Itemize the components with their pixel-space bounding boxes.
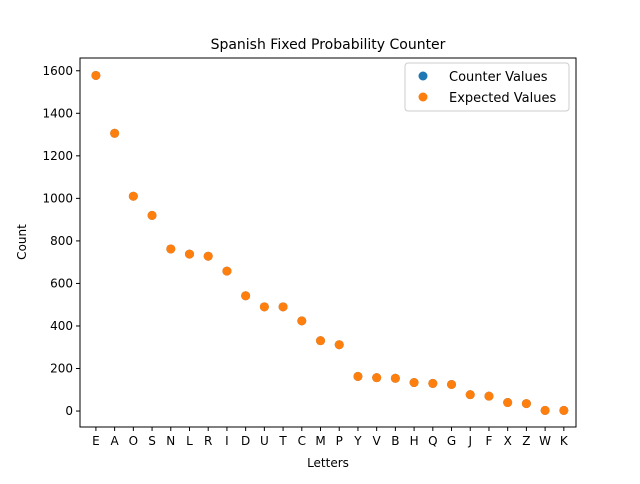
data-point [128, 191, 138, 201]
x-tick-label: X [504, 434, 512, 448]
x-tick-label: U [260, 434, 269, 448]
y-tick-label: 400 [50, 319, 73, 333]
plot-area-frame [79, 57, 577, 428]
x-tick-label: E [92, 434, 100, 448]
x-tick-label: I [225, 434, 229, 448]
x-tick-label: V [373, 434, 382, 448]
x-tick-label: W [539, 434, 551, 448]
x-tick-label: O [129, 434, 138, 448]
data-point [390, 373, 400, 383]
legend-box [404, 62, 570, 112]
data-point [147, 210, 157, 220]
data-point [503, 398, 513, 408]
legend: Counter Values Expected Values [404, 62, 570, 112]
data-point [316, 336, 326, 346]
y-tick-label: 1600 [42, 64, 73, 78]
data-point [334, 340, 344, 350]
data-point [203, 251, 213, 261]
y-tick-label: 800 [50, 234, 73, 248]
x-tick-label: R [204, 434, 212, 448]
x-tick-label: F [486, 434, 493, 448]
data-point [259, 302, 269, 312]
series-2-points [91, 70, 569, 415]
y-tick-label: 0 [65, 404, 73, 418]
x-tick-label: Q [428, 434, 437, 448]
data-point [540, 405, 550, 415]
data-point [241, 291, 251, 301]
x-tick-label: C [298, 434, 306, 448]
legend-label-counter-values: Counter Values [449, 70, 548, 85]
y-tick-label: 1400 [42, 106, 73, 120]
x-tick-label: M [315, 434, 325, 448]
x-tick-label: D [241, 434, 250, 448]
data-point [559, 405, 569, 415]
x-tick-label: A [111, 434, 120, 448]
legend-marker-expected-values [418, 92, 428, 102]
x-tick-label: Z [522, 434, 530, 448]
x-tick-label: J [467, 434, 472, 448]
x-tick-label: H [410, 434, 419, 448]
y-tick-label: 1200 [42, 149, 73, 163]
x-tick-label: G [447, 434, 456, 448]
data-point [447, 379, 457, 389]
legend-label-expected-values: Expected Values [449, 91, 556, 106]
y-tick-label: 200 [50, 362, 73, 376]
data-point [484, 391, 494, 401]
y-tick-label: 600 [50, 276, 73, 290]
x-tick-label: T [278, 434, 287, 448]
data-point [297, 316, 307, 326]
data-point [465, 390, 475, 400]
x-tick-label: Y [353, 434, 362, 448]
x-tick-label: K [560, 434, 569, 448]
data-point [372, 373, 382, 383]
data-point [222, 266, 232, 276]
x-tick-label: S [148, 434, 156, 448]
legend-marker-counter-values [418, 71, 428, 81]
data-points [91, 70, 569, 415]
data-point [278, 302, 288, 312]
data-point [110, 128, 120, 138]
x-tick-label: P [336, 434, 343, 448]
data-point [409, 378, 419, 388]
x-tick-label: B [391, 434, 399, 448]
y-axis-label: Count [15, 224, 29, 260]
data-point [428, 378, 438, 388]
data-point [353, 371, 363, 381]
x-tick-label: L [186, 434, 193, 448]
data-point [91, 70, 101, 80]
x-axis-label: Letters [307, 456, 349, 470]
x-tick-label: N [166, 434, 175, 448]
y-tick-label: 1000 [42, 191, 73, 205]
y-axis: 0 200 400 600 800 1000 1200 1400 1600 [42, 64, 80, 418]
data-point [166, 244, 176, 254]
data-point [184, 249, 194, 259]
chart-title: Spanish Fixed Probability Counter [211, 37, 446, 53]
data-point [521, 399, 531, 409]
